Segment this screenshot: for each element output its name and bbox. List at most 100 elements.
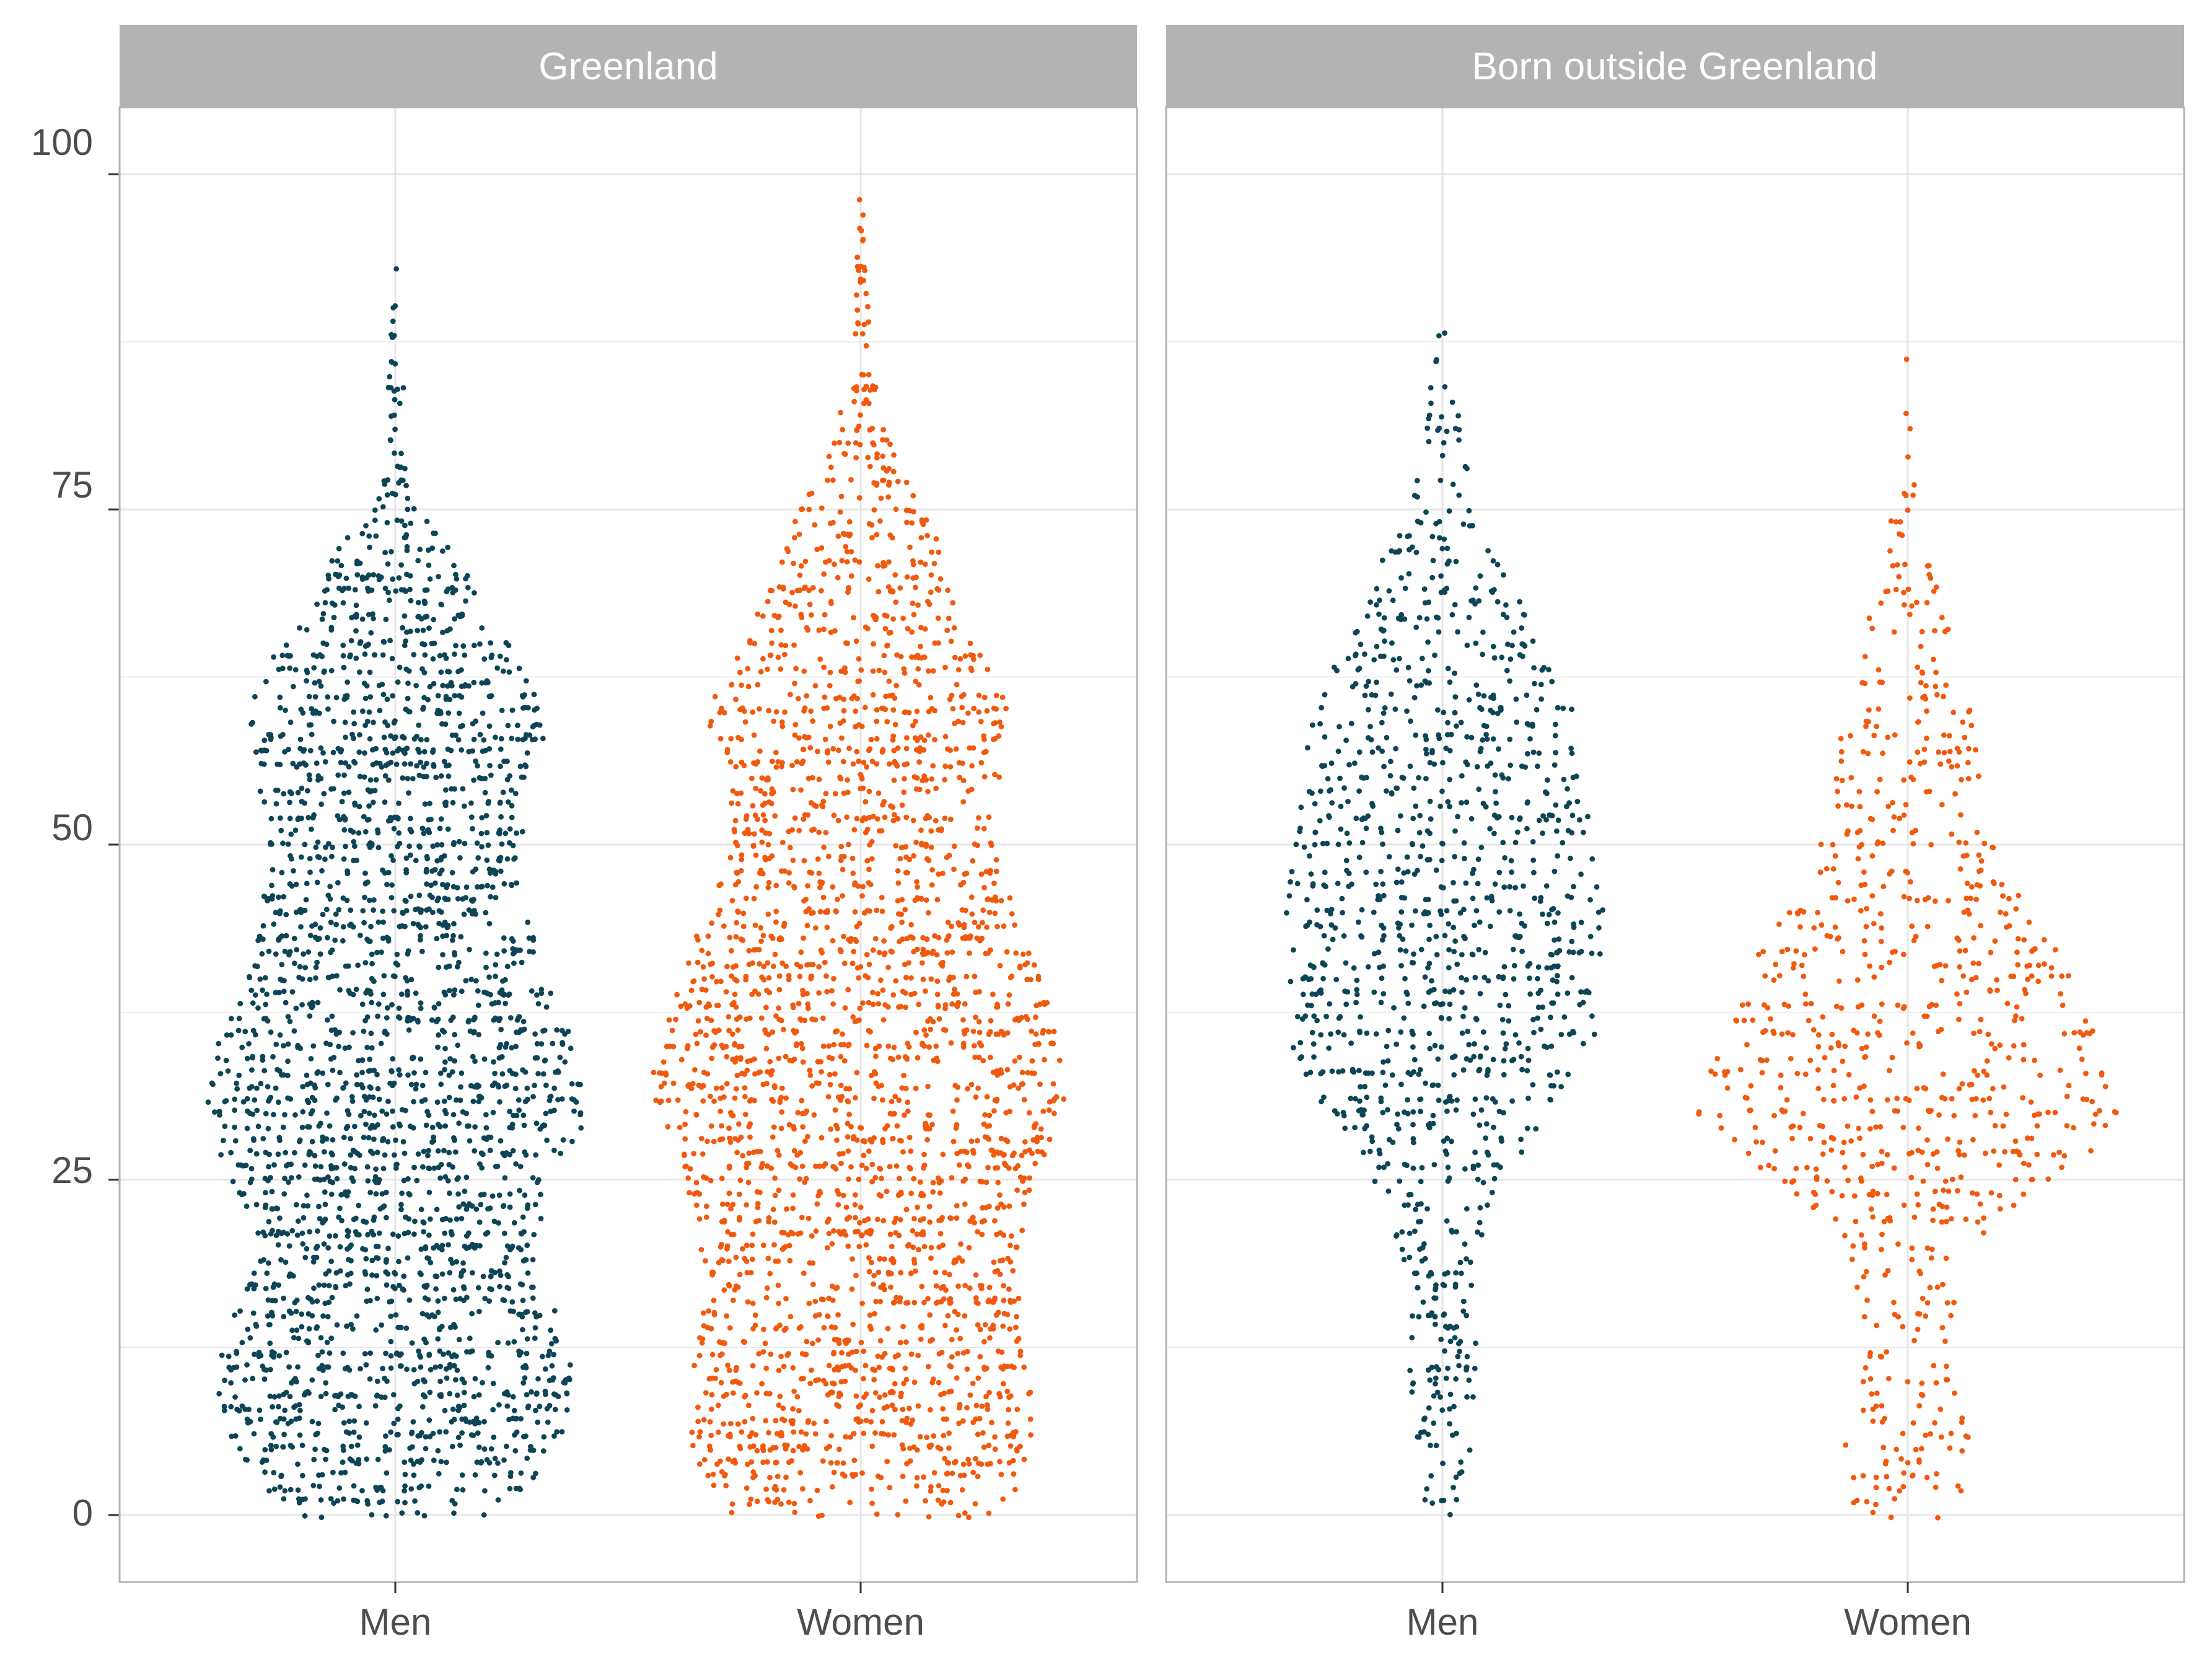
data-point-women — [877, 1394, 882, 1400]
data-point-women — [820, 1378, 827, 1384]
data-point-men — [310, 1259, 317, 1265]
data-point-women — [726, 1027, 732, 1034]
data-point-men — [392, 450, 397, 456]
data-point-men — [450, 1112, 457, 1118]
data-point-men — [441, 1029, 447, 1035]
data-point-women — [809, 1233, 815, 1239]
data-point-women — [683, 1109, 689, 1115]
data-point-women — [838, 1042, 844, 1048]
data-point-women — [990, 1322, 996, 1329]
data-point-men — [244, 1055, 250, 1061]
data-point-women — [779, 1109, 785, 1115]
data-point-men — [510, 843, 516, 848]
data-point-women — [1006, 1203, 1012, 1209]
data-point-men — [382, 773, 388, 779]
data-point-men — [358, 639, 364, 644]
data-point-men — [332, 938, 338, 943]
data-point-men — [341, 1420, 347, 1426]
data-point-women — [734, 1086, 739, 1092]
data-point-women — [866, 372, 872, 378]
data-point-men — [406, 1297, 413, 1303]
data-point-women — [866, 1027, 872, 1034]
data-point-men — [254, 1085, 260, 1091]
data-point-men — [371, 615, 376, 622]
data-point-men — [368, 630, 374, 636]
data-point-women — [864, 858, 871, 864]
data-point-men — [426, 625, 432, 631]
data-point-women — [754, 1498, 760, 1505]
data-point-women — [845, 1148, 851, 1154]
data-point-men — [306, 1326, 312, 1332]
data-point-women — [909, 629, 915, 635]
data-point-women — [691, 1151, 696, 1157]
data-point-men — [457, 693, 462, 699]
data-point-men — [541, 1434, 547, 1440]
data-point-men — [388, 1365, 394, 1371]
data-point-women — [861, 1153, 867, 1158]
data-point-men — [316, 1472, 322, 1479]
data-point-women — [936, 1483, 942, 1489]
data-point-men — [285, 1014, 291, 1019]
data-point-men — [357, 773, 363, 780]
data-point-women — [858, 279, 864, 285]
data-point-women — [901, 666, 907, 672]
data-point-women — [853, 1348, 859, 1355]
data-point-women — [928, 572, 934, 578]
data-point-men — [325, 1314, 331, 1320]
data-point-women — [801, 668, 807, 674]
data-point-women — [746, 1150, 752, 1156]
data-point-men — [421, 1513, 428, 1519]
data-point-men — [247, 1335, 253, 1341]
data-point-men — [234, 1407, 240, 1412]
data-point-men — [277, 1215, 283, 1221]
data-point-men — [418, 1056, 424, 1062]
data-point-men — [276, 990, 282, 996]
data-point-men — [310, 1482, 317, 1488]
data-point-men — [345, 1272, 351, 1278]
data-point-men — [251, 1431, 257, 1437]
data-point-men — [281, 1072, 287, 1078]
data-point-women — [737, 1380, 743, 1386]
data-point-men — [412, 1218, 418, 1224]
data-point-men — [483, 950, 489, 956]
data-point-women — [819, 1069, 824, 1075]
data-point-men — [517, 763, 524, 770]
data-point-men — [437, 825, 443, 832]
data-point-men — [250, 1310, 257, 1316]
data-point-men — [564, 1407, 570, 1413]
data-point-women — [792, 535, 797, 540]
data-point-men — [348, 1136, 353, 1141]
data-point-women — [1006, 1165, 1012, 1171]
data-point-men — [267, 1393, 273, 1399]
data-point-men — [441, 758, 447, 765]
data-point-men — [286, 1308, 292, 1314]
data-point-men — [432, 880, 438, 886]
data-point-men — [367, 897, 372, 903]
data-point-women — [951, 625, 957, 631]
data-point-men — [459, 1472, 465, 1478]
data-point-men — [488, 640, 493, 646]
data-point-women — [882, 626, 889, 631]
data-point-women — [978, 760, 985, 766]
data-point-men — [442, 1059, 448, 1065]
data-point-women — [913, 839, 919, 845]
data-point-women — [929, 882, 935, 888]
data-point-men — [281, 1416, 287, 1422]
data-point-women — [661, 1080, 667, 1086]
data-point-women — [955, 1350, 961, 1356]
data-point-men — [419, 1083, 426, 1089]
data-point-men — [389, 1002, 395, 1008]
data-point-men — [366, 803, 372, 809]
data-point-men — [434, 1242, 440, 1249]
data-point-women — [752, 831, 757, 837]
data-point-women — [817, 908, 823, 915]
data-point-women — [710, 1044, 716, 1049]
data-point-men — [327, 1123, 333, 1129]
data-point-men — [336, 907, 342, 913]
data-point-men — [302, 965, 309, 970]
data-point-men — [483, 680, 489, 686]
data-point-men — [244, 1096, 250, 1102]
data-point-men — [543, 1083, 549, 1088]
data-point-women — [981, 736, 987, 742]
data-point-women — [832, 1107, 838, 1113]
